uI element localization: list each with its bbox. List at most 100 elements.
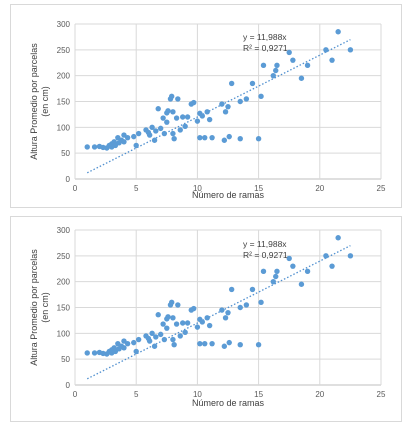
data-point bbox=[258, 93, 264, 100]
data-point bbox=[290, 57, 296, 63]
data-point bbox=[209, 340, 215, 347]
data-point bbox=[329, 263, 335, 269]
y-tick-label: 250 bbox=[57, 252, 71, 261]
data-point bbox=[175, 302, 181, 308]
x-tick-label: 25 bbox=[377, 184, 386, 193]
data-point bbox=[237, 98, 243, 105]
data-point bbox=[255, 342, 262, 348]
x-tick-label: 10 bbox=[193, 390, 202, 399]
data-point bbox=[165, 108, 171, 114]
data-point bbox=[237, 304, 243, 311]
y-tick-label: 250 bbox=[57, 46, 71, 55]
data-point bbox=[191, 99, 197, 106]
scatter-chart-bottom: 0 50 100 150 200 250 300 0 5 10 15 20 25 y = 11,988xR… bbox=[29, 226, 386, 408]
data-point bbox=[194, 324, 201, 330]
data-point bbox=[146, 132, 153, 138]
data-point bbox=[221, 343, 228, 349]
data-point bbox=[228, 286, 235, 293]
data-point bbox=[131, 133, 137, 140]
data-point bbox=[131, 339, 137, 346]
data-point bbox=[173, 115, 180, 121]
data-point bbox=[91, 144, 98, 150]
data-point bbox=[153, 334, 159, 340]
x-tick-label: 20 bbox=[315, 184, 324, 193]
x-tick-label: 5 bbox=[134, 390, 139, 399]
data-point bbox=[219, 307, 225, 313]
data-point bbox=[206, 322, 213, 329]
data-point bbox=[197, 134, 203, 141]
data-point bbox=[222, 315, 229, 321]
data-point bbox=[323, 253, 329, 259]
y-axis-unit-label: (en cm) bbox=[40, 292, 50, 323]
data-point bbox=[274, 268, 280, 275]
x-tick-label: 0 bbox=[73, 390, 78, 399]
y-tick-label: 100 bbox=[57, 329, 71, 338]
scatter-chart-top: 0 50 100 150 200 250 300 0 5 10 15 20 25 y = 11,988xR… bbox=[29, 20, 386, 200]
data-point bbox=[347, 47, 354, 53]
x-tick-label: 20 bbox=[315, 390, 324, 399]
data-point bbox=[121, 345, 127, 351]
data-point bbox=[121, 139, 127, 145]
y-tick-label: 300 bbox=[57, 20, 71, 29]
data-point bbox=[237, 342, 243, 348]
y-tick-label: 150 bbox=[57, 98, 71, 107]
chart-panel-bottom: 0 50 100 150 200 250 300 0 5 10 15 20 25 y = 11,988x R… bbox=[10, 216, 402, 422]
data-point bbox=[160, 115, 166, 121]
data-point bbox=[149, 330, 155, 337]
data-point bbox=[135, 130, 142, 137]
y-tick-label: 50 bbox=[61, 149, 70, 158]
data-point bbox=[249, 286, 256, 293]
y-tick-label: 50 bbox=[61, 355, 70, 364]
data-point bbox=[260, 62, 267, 69]
y-tick-label: 0 bbox=[66, 381, 71, 390]
r-squared: R² = 0,9271 bbox=[243, 43, 288, 53]
data-point bbox=[151, 343, 158, 349]
data-point bbox=[124, 134, 131, 141]
data-point bbox=[347, 253, 354, 259]
data-point bbox=[182, 329, 188, 335]
data-point bbox=[206, 116, 213, 123]
data-point bbox=[164, 325, 170, 331]
data-point bbox=[274, 62, 280, 69]
x-tick-label: 15 bbox=[254, 390, 263, 399]
data-point bbox=[204, 315, 210, 321]
data-point bbox=[243, 302, 250, 308]
data-point bbox=[273, 67, 279, 74]
data-point bbox=[133, 348, 139, 355]
x-tick-label: 15 bbox=[254, 184, 263, 193]
data-point bbox=[197, 340, 203, 347]
data-point bbox=[226, 339, 232, 346]
data-point bbox=[161, 130, 168, 137]
y-tick-label: 200 bbox=[57, 278, 71, 287]
data-point bbox=[177, 333, 183, 339]
data-point bbox=[157, 331, 164, 338]
data-point bbox=[168, 299, 175, 306]
data-point bbox=[219, 101, 225, 107]
data-point bbox=[249, 80, 256, 87]
data-point bbox=[226, 133, 232, 140]
data-point bbox=[335, 29, 341, 35]
data-point bbox=[180, 114, 186, 120]
data-point bbox=[135, 336, 142, 343]
trendline bbox=[86, 39, 351, 174]
y-tick-label: 200 bbox=[57, 72, 71, 81]
chart-panel-top: 0 50 100 150 200 250 300 0 5 10 15 20 25 y = 11,988x R… bbox=[10, 4, 402, 208]
data-point bbox=[91, 350, 98, 356]
data-point bbox=[133, 142, 139, 149]
data-point bbox=[270, 72, 276, 79]
data-point bbox=[221, 137, 228, 143]
y-tick-label: 150 bbox=[57, 304, 71, 313]
data-point bbox=[124, 340, 131, 347]
data-point bbox=[228, 80, 235, 87]
data-point bbox=[149, 124, 155, 131]
data-point bbox=[270, 278, 276, 285]
data-point bbox=[170, 315, 176, 321]
data-point bbox=[222, 109, 229, 115]
y-tick-label: 100 bbox=[57, 123, 71, 132]
data-point bbox=[182, 123, 188, 129]
x-tick-label: 0 bbox=[73, 184, 78, 193]
data-point bbox=[323, 47, 329, 53]
trend-equation: y = 11,988x bbox=[243, 239, 287, 249]
data-point bbox=[199, 113, 205, 119]
y-tick-label: 0 bbox=[66, 175, 71, 184]
